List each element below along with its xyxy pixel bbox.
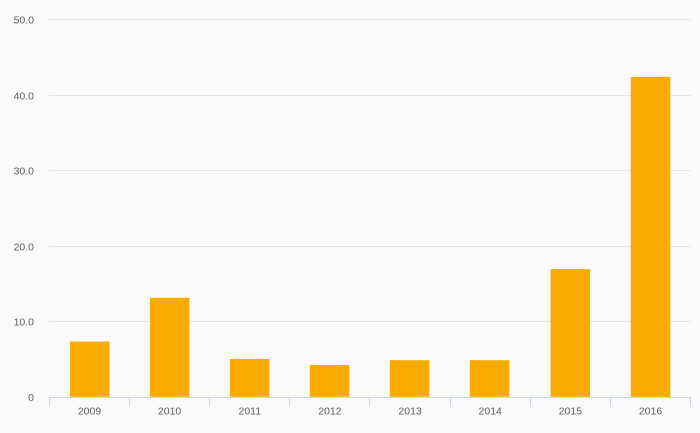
svg-text:20.0: 20.0 [14,242,35,254]
svg-text:2016: 2016 [639,406,663,418]
svg-text:2013: 2013 [398,406,422,418]
svg-text:2015: 2015 [559,406,583,418]
svg-text:2009: 2009 [78,406,102,418]
svg-text:2012: 2012 [318,406,342,418]
svg-text:40.0: 40.0 [14,90,35,102]
svg-text:2011: 2011 [239,406,262,418]
svg-text:10.0: 10.0 [14,317,35,329]
svg-text:2014: 2014 [479,406,503,418]
svg-text:2010: 2010 [158,406,182,418]
svg-text:50.0: 50.0 [14,15,35,27]
svg-text:30.0: 30.0 [14,165,35,177]
svg-text:0: 0 [28,392,34,404]
